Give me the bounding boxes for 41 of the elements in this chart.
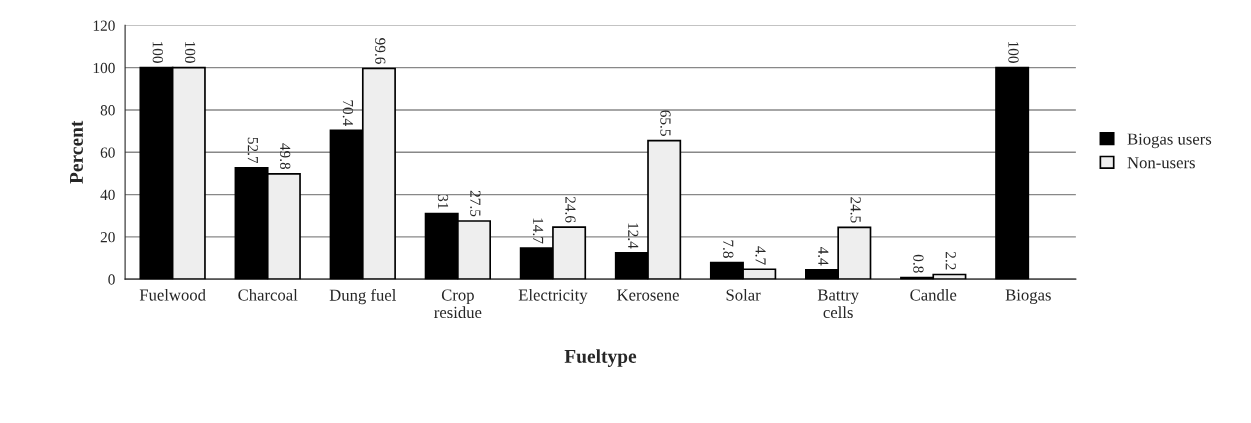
data-label: 4.7 xyxy=(755,246,766,265)
data-label: 24.6 xyxy=(565,196,576,223)
x-tick-label: Battry cells xyxy=(817,289,859,319)
y-tick-label: 20 xyxy=(100,232,115,243)
data-label: 12.4 xyxy=(627,223,639,249)
y-tick-label: 0 xyxy=(108,274,115,285)
data-label: 65.5 xyxy=(660,110,671,136)
y-tick-label: 120 xyxy=(93,20,115,31)
bar xyxy=(995,66,1030,280)
x-tick-label: Charcoal xyxy=(238,288,298,301)
x-tick-label: Fuelwood xyxy=(139,288,206,301)
x-tick-label: Dung fuel xyxy=(329,288,397,305)
x-tick-label: Biogas xyxy=(1005,289,1051,305)
data-label: 2.2 xyxy=(945,251,956,270)
data-label: 0.8 xyxy=(913,254,924,273)
y-axis-title: Percent xyxy=(70,120,83,184)
data-label: 31 xyxy=(437,194,449,209)
legend-label: Biogas users xyxy=(1127,133,1212,149)
data-label: 100 xyxy=(1008,41,1019,63)
data-label: 52.7 xyxy=(247,137,258,164)
x-tick-label: Candle xyxy=(910,288,957,301)
data-label: 7.8 xyxy=(723,240,734,258)
data-label: 70.4 xyxy=(342,100,354,126)
data-label: 100 xyxy=(184,41,196,63)
x-tick-label: Electricity xyxy=(518,288,588,305)
y-tick-label: 100 xyxy=(93,62,115,74)
data-label: 4.4 xyxy=(818,246,829,266)
data-label: 14.7 xyxy=(532,218,544,244)
data-label: 99.6 xyxy=(375,38,386,64)
y-tick-label: 80 xyxy=(100,105,115,116)
data-label: 24.5 xyxy=(850,197,861,223)
data-label: 100 xyxy=(152,41,163,63)
legend-label: Non-users xyxy=(1127,157,1195,169)
y-tick-label: 60 xyxy=(100,147,115,158)
x-tick-label: Solar xyxy=(726,288,761,301)
x-tick-label: Crop residue xyxy=(434,289,482,319)
x-axis-title: Fueltype xyxy=(564,349,637,367)
data-label: 49.8 xyxy=(279,143,291,170)
y-tick-label: 40 xyxy=(100,189,115,201)
x-tick-label: Kerosene xyxy=(617,289,679,301)
data-label: 27.5 xyxy=(470,190,481,217)
